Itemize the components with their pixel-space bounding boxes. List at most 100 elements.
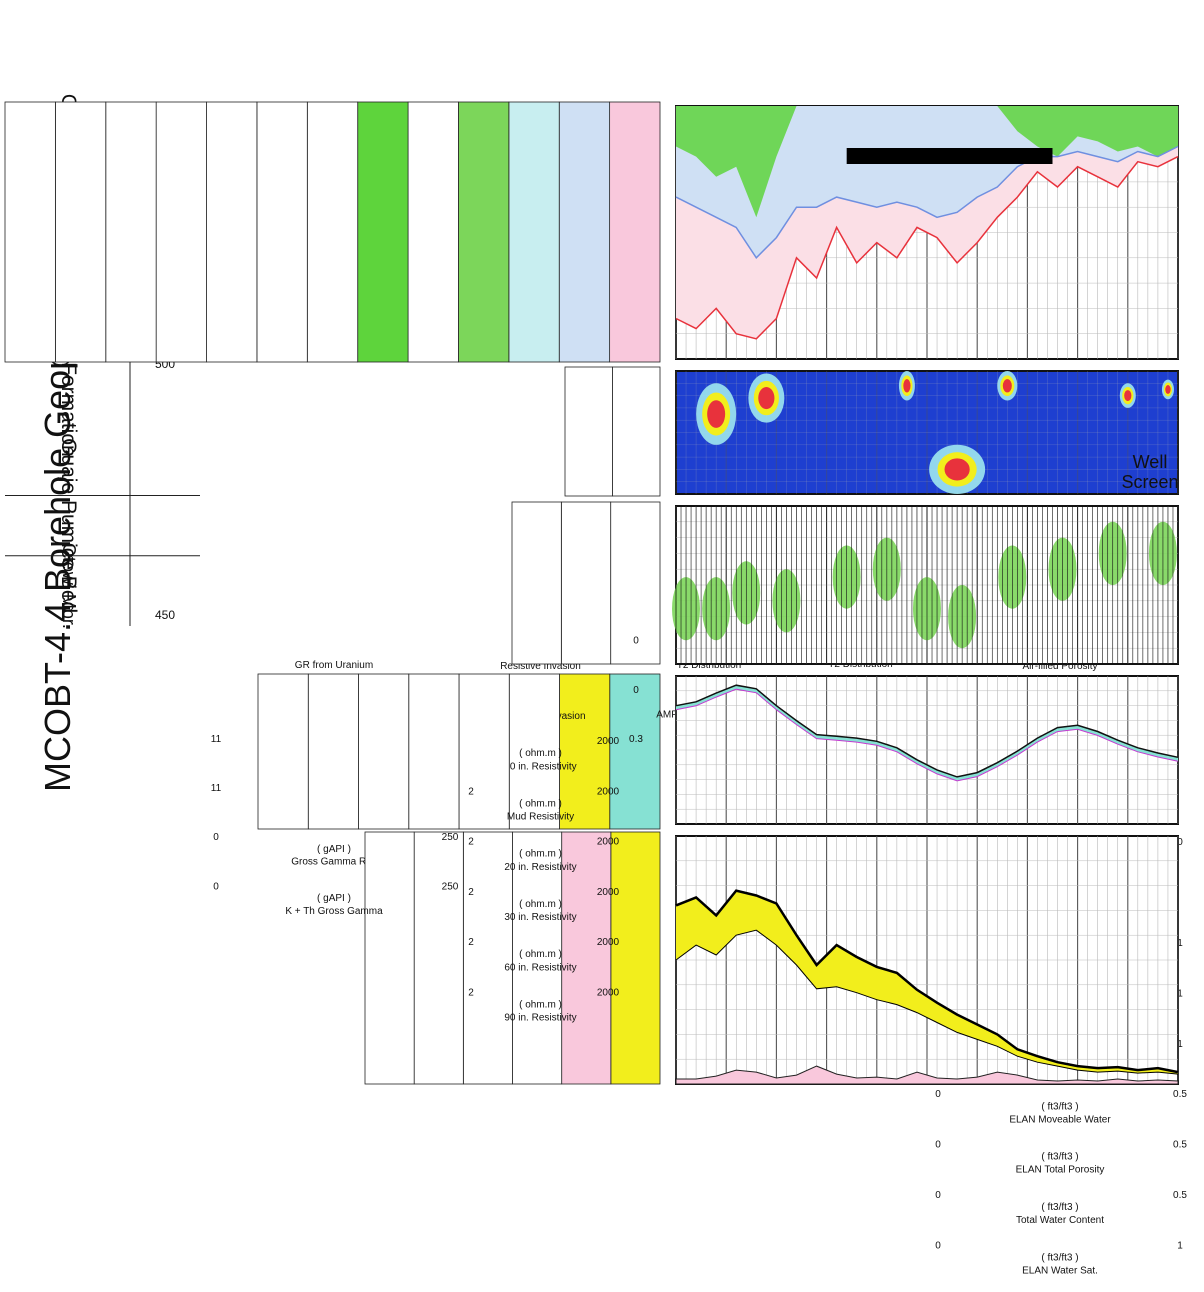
legend-cell [610, 831, 661, 1085]
t2-image-core [1165, 385, 1171, 394]
resistivity-90in-curve [675, 684, 1179, 778]
legend-cell [560, 501, 612, 665]
legend-label-group: Gross Gamma Ray [291, 857, 377, 868]
legend-name: ELAN Water Sat. [1022, 1266, 1098, 1277]
legend-max: 2000 [597, 837, 620, 848]
formation-label-group: Guaje Pumice Bed [57, 438, 80, 613]
t2-image-core [758, 386, 775, 410]
legend-name: K + Th Gross Gamma [285, 906, 383, 917]
legend-unit: ( ohm.m ) [519, 999, 562, 1010]
legend-label-group: GR from Uranium [295, 660, 373, 671]
legend-name: Gross Gamma Ray [291, 857, 377, 868]
legend-cell [256, 101, 308, 363]
legend-label-group: 20 in. Resistivity [504, 862, 576, 873]
t2-image-core [944, 458, 970, 481]
legend-cell [357, 101, 409, 363]
legend-unit-group: ( ft3/ft3 ) [1041, 1101, 1078, 1112]
legend-unit-group: ( ohm.m ) [519, 798, 562, 809]
legend-unit: ( ft3/ft3 ) [1041, 1252, 1078, 1263]
legend-min: 0 [633, 636, 639, 647]
air-filled-porosity-fill [676, 146, 1178, 339]
legend-max: 2000 [597, 887, 620, 898]
total-water-curve [675, 145, 1179, 259]
legend-min: 0 [213, 881, 219, 892]
legend-min-group: 2 [468, 937, 474, 948]
legend-unit-group: ( ft3/ft3 ) [1041, 1252, 1078, 1263]
legend-unit: ( ft3/ft3 ) [1041, 1152, 1078, 1163]
legend-max: 2000 [597, 736, 620, 747]
legend-cell [105, 101, 157, 363]
legend-max: 0.5 [1173, 1190, 1187, 1201]
formation-label-group: Otowi Mbr. [59, 543, 79, 629]
legend-unit: ( gAPI ) [317, 844, 351, 855]
legend-max-group: 2000 [597, 987, 620, 998]
legend-unit: ( ohm.m ) [519, 798, 562, 809]
legend-max-group: 0.5 [1173, 1190, 1187, 1201]
legend-unit: ( ohm.m ) [519, 899, 562, 910]
legend-min: 2 [468, 987, 474, 998]
legend-label-group: Mud Resistivity [507, 812, 574, 823]
legend-label-group: 10 in. Resistivity [504, 761, 576, 772]
legend-cell [609, 101, 661, 363]
legend-name: Mud Resistivity [507, 812, 574, 823]
legend-cell [609, 673, 661, 830]
legend-cell [364, 831, 415, 1085]
legend-unit-group: ( ohm.m ) [519, 899, 562, 910]
legend-max-group: 1 [1177, 938, 1183, 949]
track-frame [675, 370, 1179, 495]
legend-unit-group: ( gAPI ) [317, 844, 351, 855]
legend-cell [307, 673, 359, 830]
legend-max: 1 [1177, 1240, 1183, 1251]
legend-min: 0 [935, 1140, 941, 1151]
legend-cell [155, 101, 207, 363]
legend-min: 0 [213, 832, 219, 843]
legend-min-group: 0 [633, 685, 639, 696]
t2-image-core [707, 400, 726, 428]
legend-min-group: 0.3 [629, 734, 643, 745]
gross-gamma-curve [675, 889, 1179, 1074]
kth-gamma-curve [675, 929, 1179, 1075]
t2-image-core [1124, 390, 1132, 402]
legend-cell [508, 101, 560, 363]
legend-unit-group: ( gAPI ) [317, 893, 351, 904]
depth-tick-label: 450 [155, 608, 175, 622]
legend-max-group: 2000 [597, 736, 620, 747]
legend-min: 0 [935, 1190, 941, 1201]
legend-unit-group: ( ohm.m ) [519, 949, 562, 960]
legend-unit: ( ohm.m ) [519, 849, 562, 860]
t2-image-core [1002, 379, 1012, 393]
legend-label-group: Resistive Invasion [500, 661, 581, 672]
legend-name: GR from Uranium [295, 660, 373, 671]
depth-tick-group: 450 [155, 608, 175, 622]
legend-max-group: 0 [1177, 837, 1183, 848]
legend-max: 250 [442, 881, 459, 892]
track-gamma [675, 835, 1179, 1085]
elan-total-porosity-curve [675, 155, 1179, 340]
legend-max-group: 1 [1177, 988, 1183, 999]
legend-name: Air-filled Porosity [1022, 661, 1097, 672]
legend-min: 0 [633, 685, 639, 696]
legend-max: 2000 [597, 786, 620, 797]
legend-min-group: 0 [213, 881, 219, 892]
legend-max: 2000 [597, 987, 620, 998]
legend-cell [558, 101, 611, 363]
legend-name: 60 in. Resistivity [504, 962, 576, 973]
legend-label-group: ELAN Total Porosity [1016, 1165, 1105, 1176]
legend-cell [358, 673, 410, 830]
legend-min-group: 0 [935, 1190, 941, 1201]
legend-min: 0 [935, 1089, 941, 1100]
legend-unit-group: ( ft3/ft3 ) [1041, 1202, 1078, 1213]
legend-min-group: 2 [468, 887, 474, 898]
uranium-curve [675, 1065, 1179, 1085]
legend-min-group: 0 [213, 832, 219, 843]
legend-name: ELAN Moveable Water [1009, 1114, 1111, 1125]
legend-name: ELAN Total Porosity [1016, 1165, 1105, 1176]
legend-unit-group: ( ft3/ft3 ) [1041, 1152, 1078, 1163]
legend-min: 2 [468, 937, 474, 948]
legend-max-group: 0.5 [1173, 1140, 1187, 1151]
legend-max-group: 2000 [597, 887, 620, 898]
legend-min: 0.3 [629, 734, 643, 745]
legend-min: 0 [935, 1240, 941, 1251]
legend-cell [559, 673, 611, 830]
